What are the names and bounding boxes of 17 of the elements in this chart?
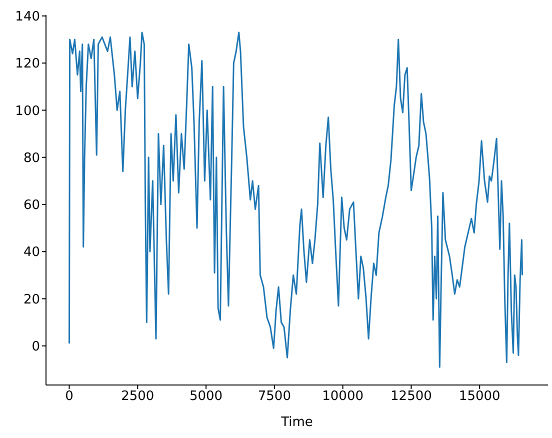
y-tick-label: 100 bbox=[15, 104, 40, 119]
line-series bbox=[68, 32, 524, 368]
x-tick-label: 12500 bbox=[390, 389, 432, 404]
x-tick-label: 5000 bbox=[189, 389, 223, 404]
x-tick-label: 2500 bbox=[121, 389, 154, 404]
y-tick-label: 140 bbox=[15, 10, 40, 25]
x-tick-label: 7500 bbox=[258, 389, 291, 404]
y-tick-label: 0 bbox=[32, 339, 40, 354]
y-tick-label: 80 bbox=[23, 150, 40, 166]
x-tick-label: 15000 bbox=[458, 389, 500, 404]
y-tick-label: 60 bbox=[23, 198, 40, 214]
x-tick-label: 10000 bbox=[322, 389, 364, 404]
x-tick-label: 0 bbox=[65, 389, 74, 404]
y-tick-label: 120 bbox=[15, 56, 40, 72]
x-axis-title: Time bbox=[280, 415, 313, 430]
y-tick-label: 20 bbox=[23, 292, 40, 308]
y-tick-label: 40 bbox=[23, 245, 40, 260]
